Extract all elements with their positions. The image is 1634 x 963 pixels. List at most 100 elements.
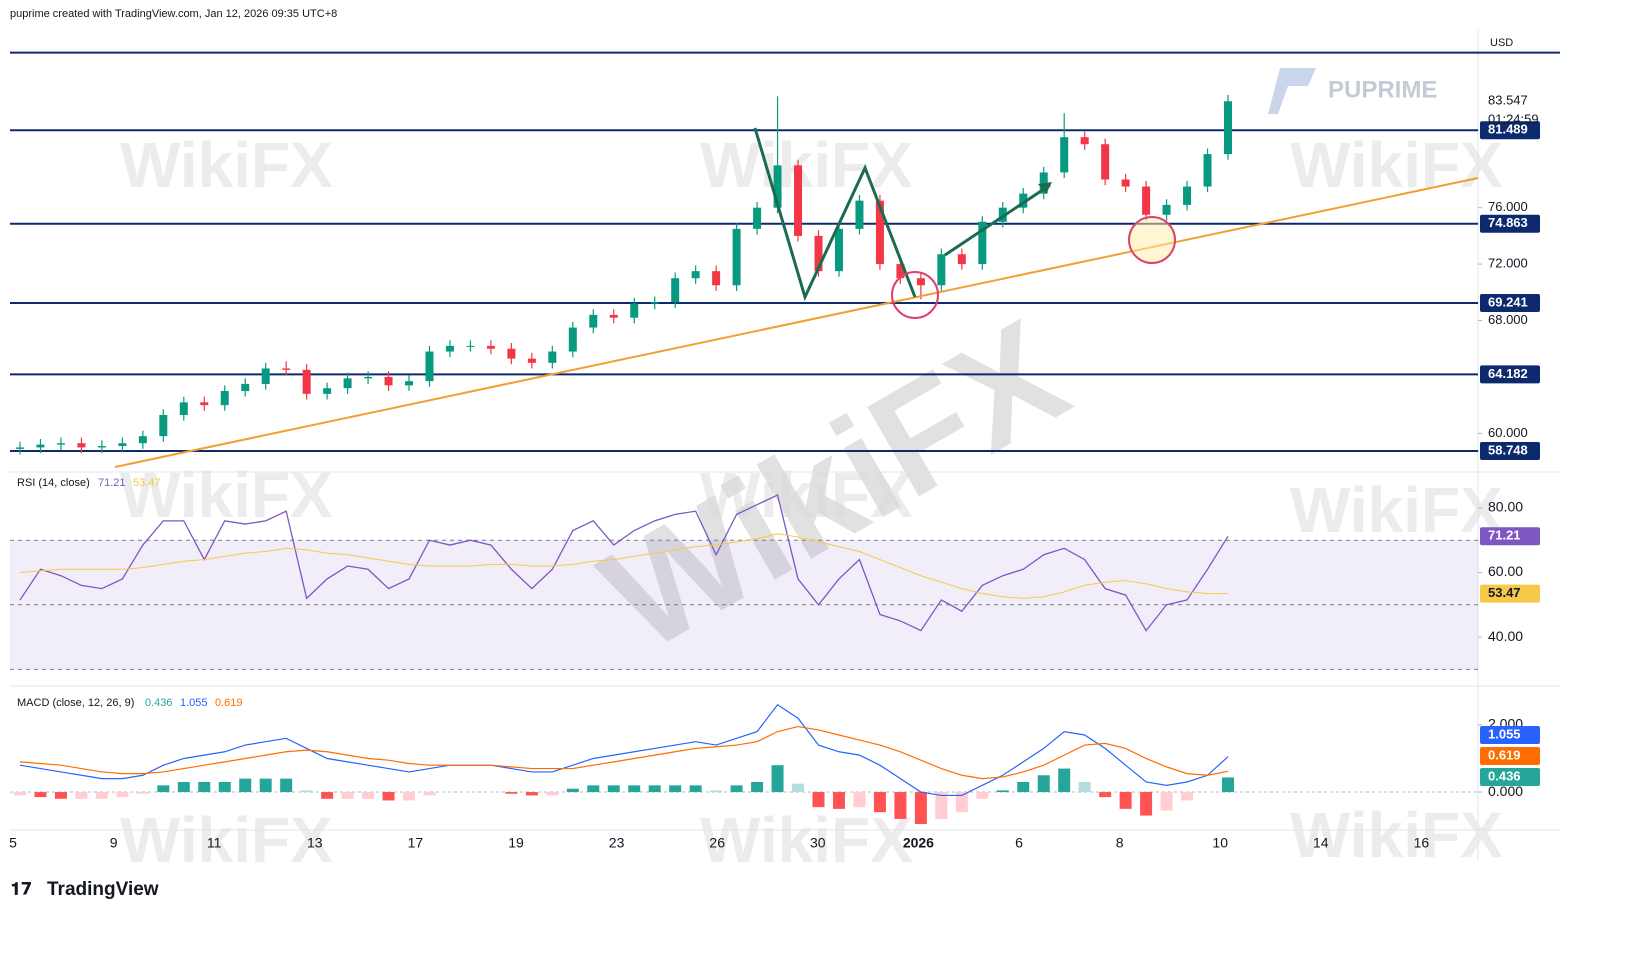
candle-body <box>56 443 65 445</box>
histogram-bar <box>771 765 784 793</box>
candle-body <box>568 327 577 352</box>
candle-body <box>97 446 106 448</box>
candle-body <box>343 378 352 389</box>
histogram-bar <box>14 792 26 796</box>
histogram-bar <box>34 792 47 798</box>
candle-body <box>773 165 782 208</box>
candle-body <box>814 235 823 272</box>
trend-arrow <box>944 183 1051 257</box>
watermark: WikiFX <box>700 804 913 876</box>
histogram-bar <box>75 792 88 799</box>
x-tick-label: 16 <box>1414 835 1430 851</box>
rsi-band <box>10 540 1478 670</box>
line-series <box>19 703 1229 797</box>
histogram-bar <box>751 781 764 793</box>
candle-body <box>364 376 373 379</box>
value-label-box <box>1480 584 1540 603</box>
value-label-box <box>1480 747 1540 765</box>
candle-body <box>712 271 721 286</box>
histogram-bar <box>218 781 231 793</box>
y-tick-label: 0.000 <box>1488 783 1523 799</box>
x-tick-label: 5 <box>9 835 17 851</box>
candle-body <box>896 264 905 279</box>
candle-body <box>159 415 168 437</box>
histogram-bar <box>689 785 702 793</box>
legend-value: 71.21 <box>98 477 126 489</box>
histogram-bar <box>525 792 538 796</box>
histogram-bar <box>1181 792 1194 801</box>
candle-body <box>855 200 864 229</box>
histogram-bar <box>730 785 743 793</box>
legend-value: 0.436 <box>145 697 173 709</box>
zigzag-pattern <box>753 127 917 302</box>
candle-body <box>916 278 925 286</box>
level-label: 64.182 <box>1488 366 1528 381</box>
candle-body <box>1224 101 1232 155</box>
candle-body <box>691 271 700 279</box>
y-tick-label: 60.000 <box>1488 425 1528 440</box>
brand-logo: PUPRIME <box>1328 76 1437 103</box>
histogram-bar <box>382 792 395 801</box>
candle-body <box>1183 186 1192 205</box>
arrow-head <box>1038 182 1052 194</box>
histogram-bar <box>1099 792 1112 798</box>
level-label: 58.748 <box>1488 442 1528 457</box>
y-tick-label: 60.00 <box>1488 563 1523 579</box>
histogram-bar <box>648 785 661 793</box>
histogram-bar <box>976 792 989 799</box>
histogram-bar <box>955 792 968 813</box>
x-tick-label: 14 <box>1313 835 1329 851</box>
trend-line <box>114 177 1479 468</box>
value-label-box <box>1480 726 1540 744</box>
candle-body <box>834 228 843 272</box>
value-label-box <box>1480 768 1540 786</box>
histogram-bar <box>628 785 641 793</box>
candle-body <box>1121 179 1130 187</box>
histogram-bar <box>812 792 825 808</box>
value-label: 0.436 <box>1488 768 1521 783</box>
candle-body <box>589 314 598 328</box>
pane-title: RSI (14, close) <box>17 477 90 489</box>
histogram-bar <box>1058 768 1071 793</box>
candle-body <box>425 351 434 382</box>
watermark: WikiFX <box>1290 129 1503 201</box>
candle-body <box>1019 193 1028 208</box>
candle-body <box>323 388 332 394</box>
histogram-bar <box>587 785 600 793</box>
histogram-bar <box>280 778 293 793</box>
candle-body <box>753 207 762 229</box>
candle-body <box>1060 137 1069 173</box>
level-label-box <box>1480 294 1540 313</box>
footer-logo-icon: 𝟏𝟳 <box>11 879 32 898</box>
histogram-bar <box>136 792 149 794</box>
last-price: 83.547 <box>1488 93 1528 108</box>
watermark: WikiFX <box>700 129 913 201</box>
histogram-bar <box>321 792 334 799</box>
level-label-box <box>1480 365 1540 384</box>
watermark: WikiFX <box>700 459 913 531</box>
watermark: WikiFX <box>120 459 333 531</box>
histogram-bar <box>853 792 866 808</box>
y-tick-label: 80.00 <box>1488 499 1523 515</box>
watermark: WikiFX <box>1290 474 1503 546</box>
level-label: 74.863 <box>1488 215 1528 230</box>
candle-body <box>937 254 946 286</box>
histogram-bar <box>423 792 436 796</box>
footer-logo: TradingView <box>47 879 159 900</box>
x-tick-label: 13 <box>307 835 323 851</box>
countdown: 01:24:59 <box>1488 112 1539 127</box>
candle-body <box>302 369 311 394</box>
histogram-bar <box>403 792 416 801</box>
x-tick-label: 30 <box>810 835 826 851</box>
level-label: 69.241 <box>1488 294 1528 309</box>
candle-body <box>16 447 24 449</box>
candle-body <box>732 228 741 286</box>
pane-title: MACD (close, 12, 26, 9) <box>17 697 134 709</box>
legend-value: 1.055 <box>180 697 208 709</box>
candle-body <box>445 345 454 352</box>
histogram-bar <box>894 792 907 819</box>
candle-body <box>466 345 475 347</box>
candle-body <box>957 254 966 265</box>
candle-body <box>138 436 147 444</box>
brand-icon <box>1268 68 1316 114</box>
